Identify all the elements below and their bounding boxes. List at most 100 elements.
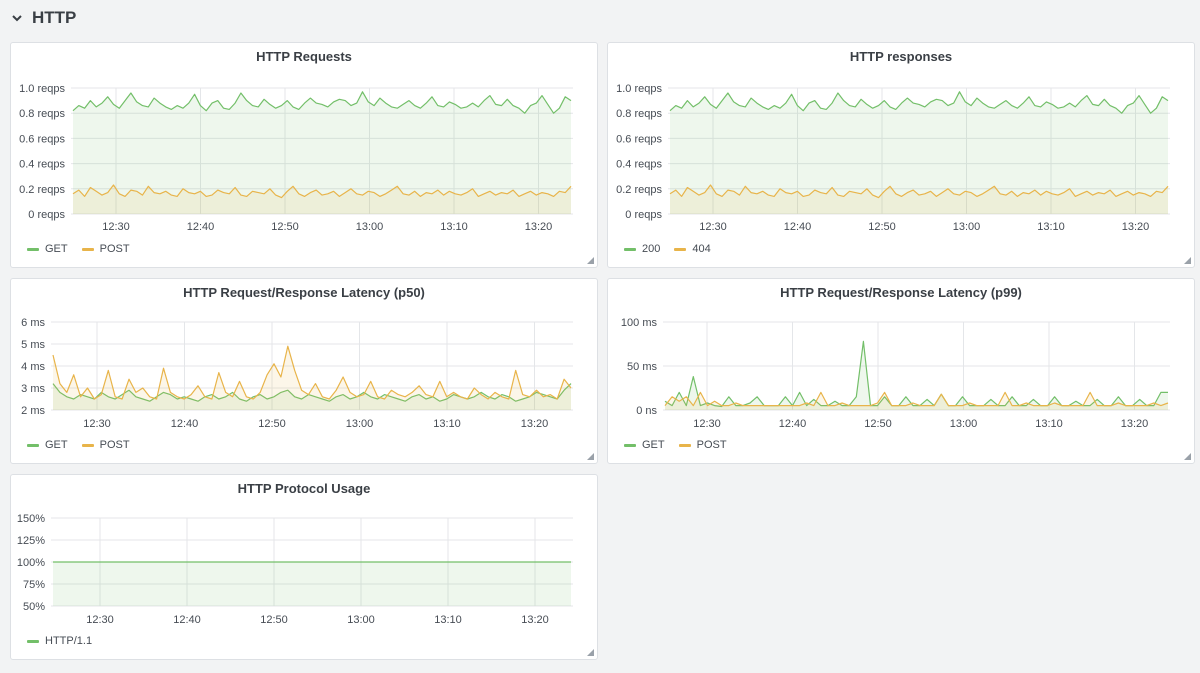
- legend-swatch: [81, 247, 94, 251]
- resize-handle-icon[interactable]: [587, 453, 594, 460]
- legend-swatch: [674, 247, 687, 251]
- series-area-post: [73, 185, 571, 214]
- series-line-get: [664, 340, 1168, 408]
- legend-item-post[interactable]: POST: [81, 439, 130, 451]
- series-area-post: [53, 346, 571, 410]
- legend-item-post[interactable]: POST: [678, 439, 727, 451]
- y-tick-label: 50%: [23, 601, 45, 613]
- panel-latency-p50[interactable]: HTTP Request/Response Latency (p50) 6 ms…: [10, 278, 598, 464]
- legend-swatch: [27, 639, 39, 643]
- y-tick-label: 50 ms: [627, 361, 657, 373]
- x-tick-label: 12:30: [102, 221, 130, 233]
- series-area-200: [670, 91, 1168, 214]
- legend-label: GET: [642, 439, 665, 451]
- legend: HTTP/1.1: [27, 635, 92, 647]
- legend-label: POST: [696, 439, 727, 451]
- series-area-http-1-1: [53, 562, 571, 606]
- legend-swatch: [678, 443, 691, 447]
- legend: GET POST: [27, 439, 130, 451]
- x-tick-label: 13:10: [440, 221, 468, 233]
- x-tick-label: 12:50: [260, 614, 288, 626]
- legend-label: GET: [45, 439, 68, 451]
- x-tick-label: 12:40: [187, 221, 215, 233]
- y-tick-label: 0 reqps: [28, 209, 65, 221]
- chart-latency-p50: 6 ms 5 ms 4 ms 3 ms 2 ms 12:30 12:40 12:50 13:00…: [21, 317, 573, 430]
- y-tick-label: 5 ms: [21, 339, 45, 351]
- x-tick-label: 12:40: [784, 221, 812, 233]
- resize-handle-icon[interactable]: [587, 257, 594, 264]
- legend-swatch: [624, 443, 636, 447]
- series-area-get: [53, 383, 571, 410]
- x-tick-label: 13:00: [347, 614, 375, 626]
- x-tick-label: 12:40: [173, 614, 201, 626]
- chevron-down-icon[interactable]: [10, 11, 24, 25]
- x-tick-label: 13:20: [525, 221, 553, 233]
- panel-latency-p99[interactable]: HTTP Request/Response Latency (p99) 100 …: [607, 278, 1195, 464]
- x-tick-label: 13:00: [953, 221, 981, 233]
- series-line-post: [52, 345, 572, 400]
- y-tick-label: 100%: [17, 557, 45, 569]
- panel-title[interactable]: HTTP Request/Response Latency (p50): [183, 285, 425, 300]
- panel-title[interactable]: HTTP Request/Response Latency (p99): [780, 285, 1022, 300]
- series-line-404: [669, 184, 1169, 199]
- resize-handle-icon[interactable]: [587, 649, 594, 656]
- y-tick-label: 0.8 reqps: [19, 108, 65, 120]
- y-tick-label: 0.8 reqps: [616, 108, 662, 120]
- row-header-http[interactable]: HTTP: [10, 4, 76, 32]
- legend-label: 404: [692, 243, 711, 255]
- x-tick-label: 13:00: [346, 418, 374, 430]
- y-tick-label: 0 reqps: [625, 209, 662, 221]
- panel-title[interactable]: HTTP Requests: [256, 49, 352, 64]
- series-line-post: [72, 184, 572, 199]
- panel-http-requests[interactable]: HTTP Requests 1.0 reqps 0.8 reqps 0.6 reqp…: [10, 42, 598, 268]
- legend: 200 404: [624, 243, 711, 255]
- y-tick-label: 1.0 reqps: [616, 83, 662, 95]
- series-line-200: [669, 91, 1169, 114]
- x-tick-label: 13:20: [521, 614, 549, 626]
- x-tick-label: 13:10: [433, 418, 461, 430]
- legend-item-http-1-1[interactable]: HTTP/1.1: [27, 635, 92, 647]
- legend-item-200[interactable]: 200: [624, 243, 660, 255]
- row-title: HTTP: [32, 8, 77, 27]
- chart-http-requests: 1.0 reqps 0.8 reqps 0.6 reqps 0.4 reqps 0.2 …: [19, 83, 573, 233]
- legend-swatch: [27, 443, 39, 447]
- x-tick-label: 13:10: [1037, 221, 1065, 233]
- resize-handle-icon[interactable]: [1184, 257, 1191, 264]
- chart-http-responses: 1.0 reqps 0.8 reqps 0.6 reqps 0.4 reqps 0.2 …: [616, 83, 1170, 233]
- panel-http-responses[interactable]: HTTP responses 1.0 reqps 0.8 reqps 0.6 req…: [607, 42, 1195, 268]
- panel-title[interactable]: HTTP responses: [849, 49, 953, 64]
- y-tick-label: 150%: [17, 513, 45, 525]
- x-tick-label: 13:10: [1035, 418, 1063, 430]
- legend-item-post[interactable]: POST: [81, 243, 130, 255]
- legend-item-404[interactable]: 404: [674, 243, 711, 255]
- x-tick-label: 12:50: [864, 418, 892, 430]
- x-tick-label: 12:50: [258, 418, 286, 430]
- series-line-post: [664, 391, 1169, 407]
- panel-title[interactable]: HTTP Protocol Usage: [237, 481, 371, 496]
- panel-protocol-usage[interactable]: HTTP Protocol Usage 150% 125% 100% 75% 50% 12…: [10, 474, 598, 660]
- series-area-get: [73, 91, 571, 214]
- legend-item-get[interactable]: GET: [27, 439, 68, 451]
- resize-handle-icon[interactable]: [1184, 453, 1191, 460]
- series-area-404: [670, 185, 1168, 214]
- x-tick-label: 12:50: [868, 221, 896, 233]
- y-tick-label: 100 ms: [621, 317, 658, 329]
- legend-item-get[interactable]: GET: [27, 243, 68, 255]
- y-tick-label: 0.4 reqps: [19, 159, 65, 171]
- x-tick-label: 13:20: [1121, 418, 1149, 430]
- series-line-get: [72, 91, 572, 114]
- x-tick-label: 12:30: [83, 418, 111, 430]
- x-tick-label: 12:30: [86, 614, 114, 626]
- legend-item-get[interactable]: GET: [624, 439, 665, 451]
- legend-label: POST: [99, 243, 130, 255]
- y-tick-label: 0.6 reqps: [19, 133, 65, 145]
- legend: GET POST: [624, 439, 727, 451]
- legend-swatch: [27, 247, 39, 251]
- legend-label: 200: [642, 243, 661, 255]
- x-tick-label: 13:00: [356, 221, 384, 233]
- series-line-get: [52, 383, 572, 402]
- legend-label: POST: [99, 439, 130, 451]
- y-tick-label: 4 ms: [21, 361, 45, 373]
- y-tick-label: 2 ms: [21, 405, 45, 417]
- y-tick-label: 0.6 reqps: [616, 133, 662, 145]
